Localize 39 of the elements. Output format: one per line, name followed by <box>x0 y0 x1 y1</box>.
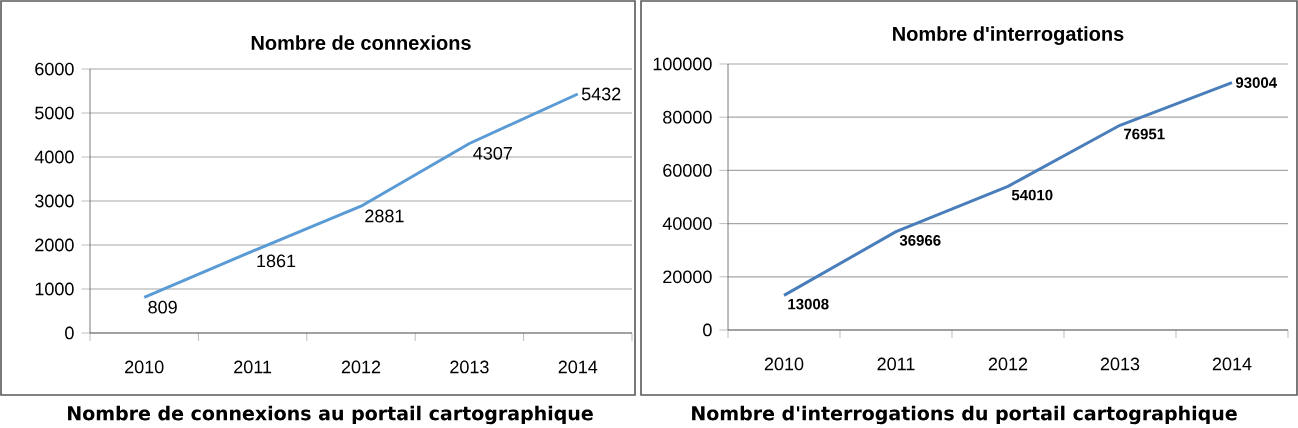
x-tick-label: 2011 <box>234 360 272 374</box>
y-tick-label: 60000 <box>663 164 712 177</box>
y-tick-label: 0 <box>703 323 712 337</box>
y-tick-label: 1000 <box>35 282 74 296</box>
y-tick-label: 80000 <box>663 110 712 124</box>
data-label: 36966 <box>899 235 941 246</box>
data-label: 1861 <box>257 254 296 268</box>
data-label: 93004 <box>1235 77 1277 88</box>
y-tick-label: 20000 <box>663 270 712 284</box>
x-tick-label: 2013 <box>450 360 489 374</box>
x-tick-label: 2014 <box>1212 357 1252 371</box>
y-tick-label: 0 <box>65 326 74 340</box>
y-tick-label: 100000 <box>653 57 712 71</box>
line-series <box>142 92 580 299</box>
text: Nombre d'interrogations du portail cartographique <box>692 405 1237 425</box>
data-label: 4307 <box>473 146 512 160</box>
x-tick-label: 2014 <box>558 360 598 374</box>
y-tick-label: 40000 <box>662 217 712 230</box>
data-label: 13008 <box>788 298 829 310</box>
x-tick-label: 2012 <box>988 357 1028 371</box>
y-tick-label: 6000 <box>35 62 74 76</box>
chart-title: Nombre d'interrogations <box>893 26 1124 45</box>
data-label: 5432 <box>581 87 621 101</box>
data-label: 76951 <box>1124 128 1165 140</box>
line-series <box>782 81 1234 297</box>
y-tick-label: 5000 <box>35 106 74 120</box>
x-tick-label: 2013 <box>1100 357 1140 371</box>
text: Nombre de connexions au portail cartographique <box>68 405 593 425</box>
x-tick-label: 2010 <box>125 360 164 374</box>
x-tick-label: 2010 <box>764 357 804 371</box>
y-tick-label: 3000 <box>35 194 74 208</box>
y-tick-label: 4000 <box>34 150 74 164</box>
data-label: 809 <box>148 300 177 314</box>
y-tick-label: 2000 <box>35 238 74 252</box>
x-tick-label: 2012 <box>341 360 381 374</box>
data-label: 54010 <box>1011 189 1053 201</box>
chart-title: Nombre de connexions <box>251 35 471 50</box>
data-label: 2881 <box>365 209 404 223</box>
x-tick-label: 2011 <box>877 357 915 371</box>
